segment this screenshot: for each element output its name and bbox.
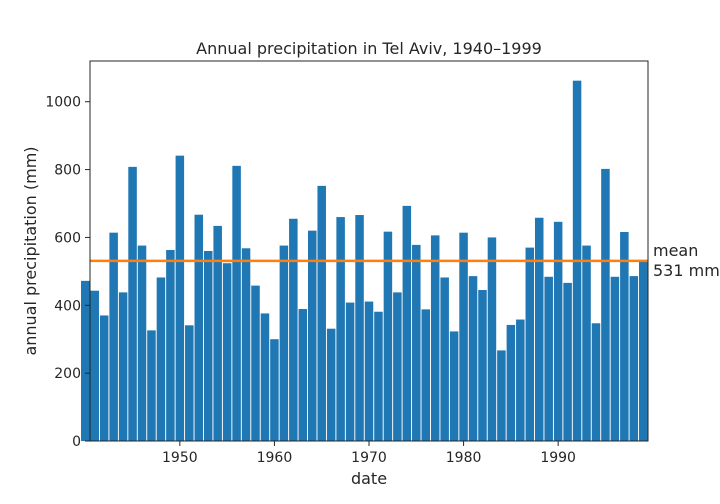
x-tick-label-1970: 1970: [351, 450, 387, 466]
y-axis-label: annual precipitation (mm): [21, 146, 40, 355]
bar-1949: [166, 249, 175, 441]
chart-title: Annual precipitation in Tel Aviv, 1940–1…: [196, 39, 542, 58]
bar-1968: [345, 302, 355, 441]
bar-1994: [591, 323, 601, 441]
bar-1973: [393, 292, 402, 441]
x-tick-label-1990: 1990: [540, 450, 576, 466]
bar-1944: [118, 292, 128, 441]
bar-1966: [326, 328, 336, 441]
x-tick-label-1980: 1980: [446, 450, 482, 466]
bar-1964: [307, 230, 317, 441]
bar-1963: [298, 309, 308, 441]
bar-1952: [194, 214, 204, 441]
bar-1975: [412, 244, 421, 441]
bar-1941: [90, 290, 99, 441]
bar-1959: [260, 313, 270, 441]
bar-1965: [317, 185, 326, 441]
bar-1986: [516, 319, 525, 441]
mean-annotation-line1: mean: [653, 241, 698, 260]
x-tick-label-1960: 1960: [257, 450, 293, 466]
bar-1984: [497, 350, 506, 441]
bar-1998: [629, 276, 639, 441]
bar-1989: [544, 276, 553, 441]
y-tick-label-600: 600: [54, 230, 81, 246]
bar-1980: [459, 232, 468, 441]
bar-1979: [449, 331, 459, 441]
bar-1969: [355, 215, 364, 441]
x-axis-label: date: [351, 469, 387, 488]
y-tick-label-800: 800: [54, 163, 81, 179]
y-tick-label-1000: 1000: [45, 95, 81, 111]
bar-1946: [137, 245, 147, 441]
bar-1972: [383, 231, 393, 441]
y-tick-label-200: 200: [54, 366, 81, 382]
bar-1953: [203, 251, 213, 441]
bar-1957: [241, 248, 251, 441]
bar-1982: [478, 290, 487, 441]
bar-1983: [487, 237, 497, 441]
bar-1977: [430, 235, 440, 441]
bar-1997: [620, 232, 629, 441]
bar-1971: [374, 311, 383, 441]
bar-1981: [468, 276, 478, 441]
bar-1970: [364, 301, 374, 441]
bar-1960: [270, 339, 279, 441]
bar-1945: [128, 166, 137, 441]
bar-1956: [232, 165, 241, 441]
bar-1978: [440, 277, 449, 441]
bar-1996: [610, 276, 620, 441]
bar-1976: [421, 309, 431, 441]
bar-1967: [336, 217, 345, 441]
bar-1958: [251, 285, 260, 441]
bar-1940: [81, 280, 90, 441]
bar-1955: [222, 263, 232, 441]
bar-1991: [563, 282, 572, 441]
y-tick-label-400: 400: [54, 298, 81, 314]
bar-1985: [506, 324, 516, 441]
bar-1948: [156, 277, 166, 441]
x-tick-label-1950: 1950: [162, 450, 198, 466]
bar-1943: [109, 232, 118, 441]
bar-1951: [185, 325, 194, 441]
bar-1950: [175, 155, 185, 442]
bar-1995: [601, 168, 610, 441]
mean-annotation-line2: 531 mm: [653, 261, 720, 280]
plot-frame: [89, 60, 649, 442]
bar-1990: [553, 221, 563, 441]
bar-1987: [525, 247, 535, 441]
bar-1988: [534, 217, 544, 441]
bar-1974: [402, 205, 412, 441]
bar-1942: [99, 315, 109, 441]
bar-1962: [289, 218, 298, 441]
bar-1993: [582, 245, 591, 441]
y-tick-label-0: 0: [72, 434, 81, 450]
bar-1999: [639, 260, 648, 441]
axes: 1950 1960 1970 1980 1990 0 200 400 600 800 1000: [45, 95, 576, 466]
bar-1947: [147, 330, 156, 441]
bar-1961: [279, 245, 289, 441]
bar-1954: [213, 225, 222, 441]
